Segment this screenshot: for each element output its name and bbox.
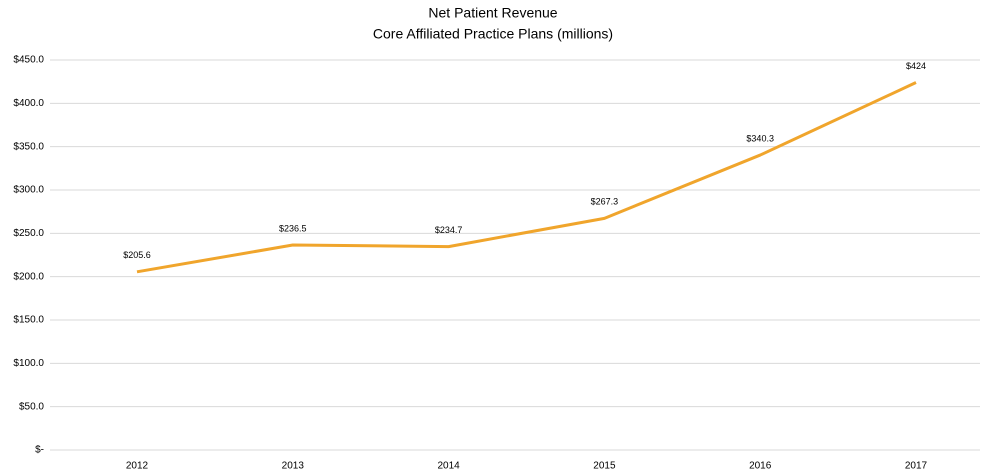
data-label: $236.5 [279,223,307,233]
data-label: $340.3 [746,133,774,143]
y-tick-label: $350.0 [13,141,44,152]
x-tick-label: 2014 [437,461,460,472]
data-label: $267.3 [591,197,619,207]
x-tick-label: 2015 [593,461,616,472]
data-label: $205.6 [123,250,151,260]
chart-subtitle: Core Affiliated Practice Plans (millions… [373,26,613,42]
x-tick-label: 2012 [126,461,149,472]
data-label: $424 [906,61,926,71]
y-tick-label: $100.0 [13,358,44,369]
y-tick-label: $400.0 [13,98,44,109]
x-tick-label: 2017 [905,461,928,472]
x-tick-label: 2013 [282,461,305,472]
chart-title: Net Patient Revenue [428,5,557,21]
y-tick-label: $- [35,445,44,456]
y-tick-label: $150.0 [13,315,44,326]
y-tick-label: $300.0 [13,185,44,196]
x-tick-label: 2016 [749,461,772,472]
y-tick-label: $250.0 [13,228,44,239]
y-tick-label: $200.0 [13,271,44,282]
y-tick-label: $450.0 [13,55,44,66]
data-label: $234.7 [435,225,463,235]
line-series [136,81,917,274]
y-tick-label: $50.0 [19,401,44,412]
